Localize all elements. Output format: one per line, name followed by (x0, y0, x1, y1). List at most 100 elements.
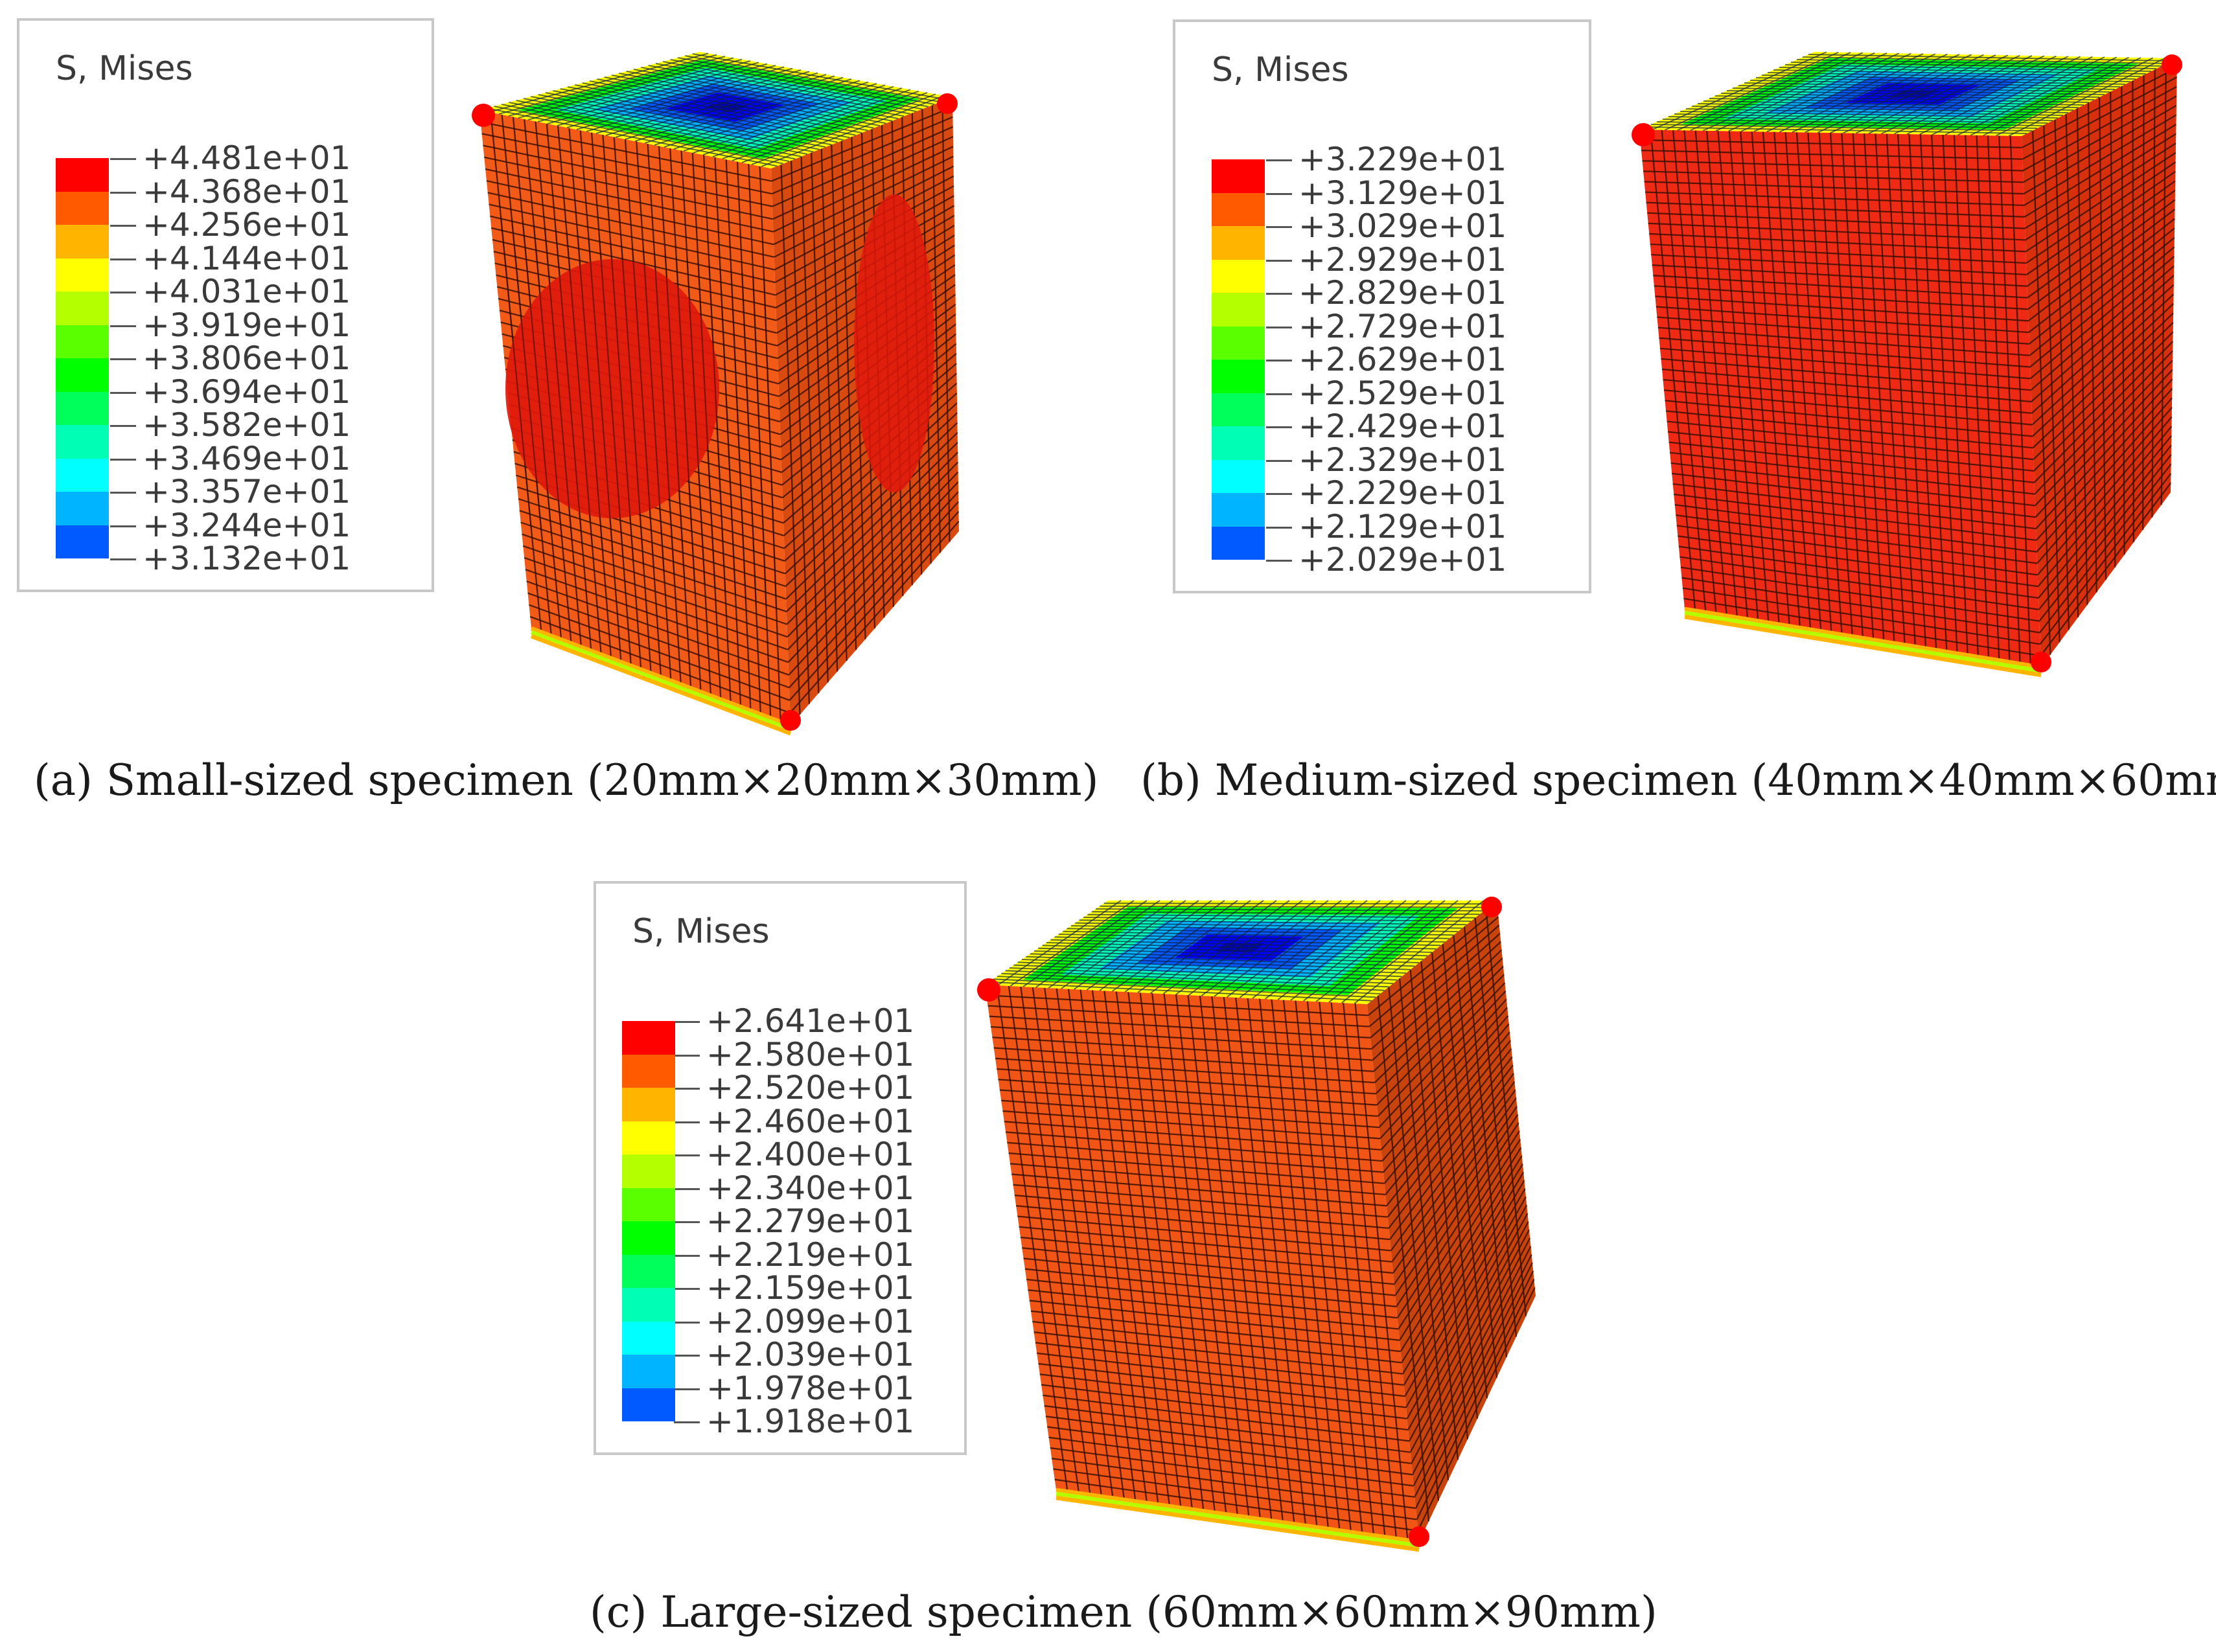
corner-stress (472, 104, 495, 127)
legend-tick (674, 1121, 700, 1123)
legend-color-band (56, 358, 109, 392)
corner-stress (977, 978, 1000, 1002)
legend-color-band (622, 1254, 675, 1288)
legend-value: +2.829e+01 (1298, 274, 1507, 312)
legend-color-band (56, 258, 109, 292)
edge-stress-band (530, 630, 792, 732)
legend-value: +4.031e+01 (143, 273, 351, 310)
legend-color-band (1212, 326, 1265, 360)
legend-color-band (622, 1088, 675, 1121)
legend-tick (110, 391, 136, 394)
legend-tick (674, 1254, 700, 1257)
legend-value: +2.340e+01 (706, 1169, 915, 1207)
legend-color-band (56, 225, 109, 258)
corner-stress (1632, 123, 1655, 146)
caption-a: (a) Small-sized specimen (20mm×20mm×30mm… (34, 755, 1099, 805)
legend-tick (674, 1421, 700, 1423)
legend-value: +2.279e+01 (706, 1202, 915, 1240)
legend-tick (1266, 293, 1292, 295)
panel-b: S, Mises +3.229e+01 +3.129e+01 +3.029e+01 +… (1140, 0, 2216, 842)
legend-a: S, Mises +4.481e+01 +4.368e+01 +4.256e+01 +… (17, 18, 434, 592)
legend-color-band (622, 1187, 675, 1221)
legend-tick (1266, 226, 1292, 228)
front-face (985, 985, 1419, 1542)
edge-stress-band (1684, 610, 2042, 674)
legend-tick (110, 158, 136, 160)
edge-stress-band (1684, 606, 2042, 670)
legend-value: +3.582e+01 (143, 406, 351, 444)
high-stress-zone (505, 259, 719, 518)
legend-title: S, Mises (56, 49, 193, 88)
cube-large (977, 897, 1536, 1552)
legend-value: +2.229e+01 (1298, 474, 1507, 512)
cube-medium (1632, 51, 2182, 678)
legend-value: +2.529e+01 (1298, 374, 1507, 412)
legend-tick (674, 1221, 700, 1223)
legend-color-band (56, 292, 109, 325)
legend-tick (674, 1288, 700, 1290)
legend-color-band (56, 158, 109, 192)
legend-color-band (1212, 293, 1265, 327)
legend-value: +4.481e+01 (143, 139, 351, 177)
legend-color-band (56, 191, 109, 225)
legend-tick (110, 458, 136, 461)
legend-value: +3.229e+01 (1298, 141, 1507, 178)
legend-color-band (1212, 259, 1265, 293)
legend-tick (1266, 493, 1292, 495)
legend-value: +2.159e+01 (706, 1269, 915, 1307)
legend-color-band (56, 525, 109, 558)
panel-c: S, Mises +2.641e+01 +2.580e+01 +2.520e+01 +… (0, 862, 2216, 1652)
legend-color-band (622, 1121, 675, 1154)
panel-a: S, Mises +4.481e+01 +4.368e+01 +4.256e+01 +… (0, 0, 1102, 842)
cube-small (472, 52, 960, 736)
corner-stress (1409, 1526, 1429, 1547)
legend-value: +3.919e+01 (143, 306, 351, 344)
legend-color-band (1212, 159, 1265, 193)
legend-value: +2.629e+01 (1298, 341, 1507, 378)
legend-tick (110, 191, 136, 194)
legend-tick (1266, 459, 1292, 462)
edge-stress-band (530, 634, 792, 736)
edge-stress-band (1056, 1487, 1420, 1544)
legend-tick (1266, 560, 1292, 562)
legend-value: +2.429e+01 (1298, 407, 1507, 445)
corner-stress (1481, 897, 1502, 917)
legend-value: +2.520e+01 (706, 1069, 915, 1107)
legend-tick (674, 1388, 700, 1390)
legend-tick (674, 1321, 700, 1324)
legend-color-band (622, 1288, 675, 1322)
legend-color-band (56, 458, 109, 492)
legend-value: +3.806e+01 (143, 339, 351, 377)
edge-stress-band (530, 626, 792, 728)
legend-tick (1266, 159, 1292, 161)
legend-color-band (622, 1154, 675, 1188)
legend-value: +2.329e+01 (1298, 441, 1507, 479)
legend-value: +2.029e+01 (1298, 541, 1507, 579)
legend-color-band (622, 1355, 675, 1388)
edge-stress-band (1684, 614, 2042, 678)
legend-value: +2.219e+01 (706, 1235, 915, 1274)
legend-color-band (1212, 393, 1265, 426)
legend-value: +2.460e+01 (706, 1102, 915, 1140)
legend-color-band (622, 1221, 675, 1255)
legend-value: +3.357e+01 (143, 473, 351, 511)
corner-stress (2162, 54, 2182, 75)
legend-tick (110, 558, 136, 560)
legend-tick (110, 258, 136, 260)
legend-value: +2.099e+01 (706, 1302, 915, 1340)
legend-value: +1.978e+01 (706, 1369, 915, 1407)
legend-tick (1266, 259, 1292, 262)
legend-tick (110, 525, 136, 527)
legend-color-band (622, 1321, 675, 1355)
legend-value: +2.129e+01 (1298, 507, 1507, 545)
legend-value: +3.132e+01 (143, 540, 351, 577)
legend-tick (1266, 192, 1292, 195)
legend-value: +2.929e+01 (1298, 240, 1507, 279)
legend-b: S, Mises +3.229e+01 +3.129e+01 +3.029e+01 +… (1173, 19, 1591, 593)
legend-value: +2.729e+01 (1298, 307, 1507, 345)
legend-color-band (56, 425, 109, 459)
legend-tick (1266, 526, 1292, 529)
legend-tick (674, 1187, 700, 1190)
legend-value: +2.039e+01 (706, 1336, 915, 1373)
high-stress-zone (854, 194, 934, 492)
